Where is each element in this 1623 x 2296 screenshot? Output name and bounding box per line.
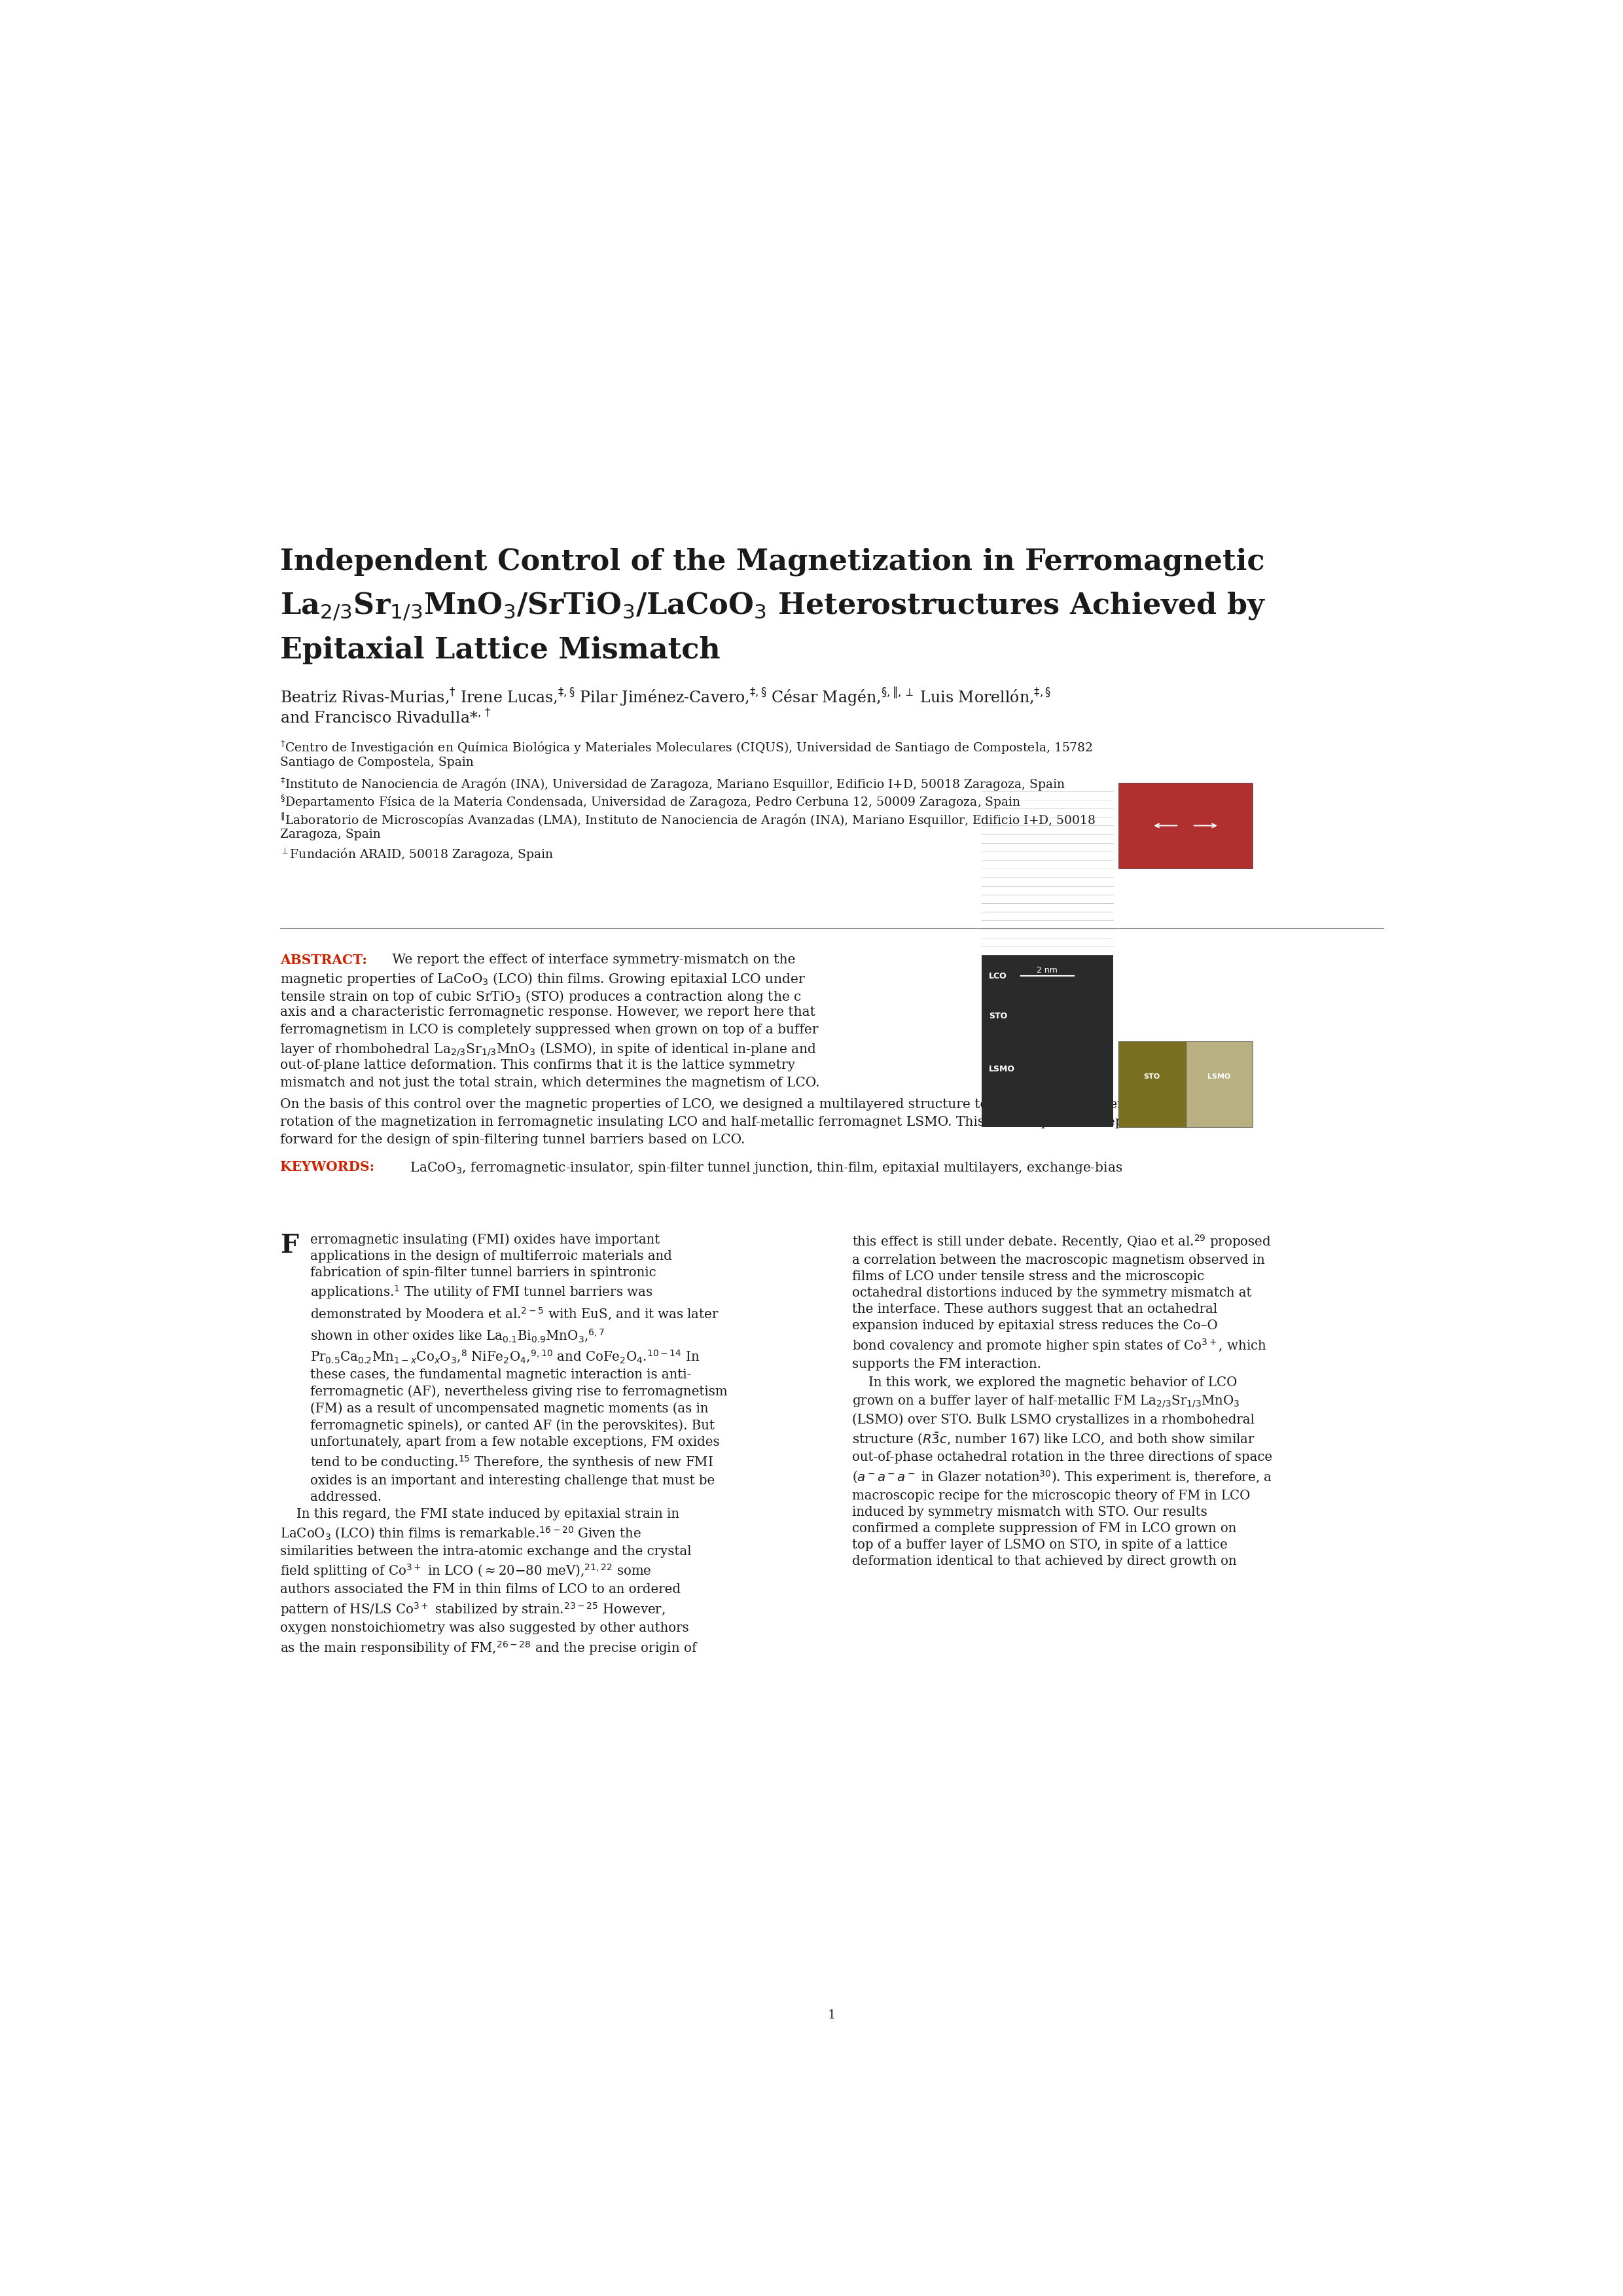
Text: rotation of the magnetization in ferromagnetic insulating LCO and half-metallic : rotation of the magnetization in ferroma… (281, 1116, 1123, 1130)
Text: ABSTRACT:: ABSTRACT: (281, 953, 367, 967)
Text: LCO: LCO (988, 971, 1008, 980)
Text: F: F (281, 1233, 299, 1258)
Text: forward for the design of spin-filtering tunnel barriers based on LCO.: forward for the design of spin-filtering… (281, 1134, 745, 1146)
Text: LSMO: LSMO (1208, 1075, 1230, 1079)
Text: Zaragoza, Spain: Zaragoza, Spain (281, 829, 380, 840)
Bar (1118, 1040, 1185, 1127)
Text: Santiago de Compostela, Spain: Santiago de Compostela, Spain (281, 758, 474, 769)
Text: this effect is still under debate. Recently, Qiao et al.$^{29}$ proposed
a corre: this effect is still under debate. Recen… (852, 1233, 1271, 1371)
Text: STO: STO (988, 1013, 1008, 1022)
Text: Independent Control of the Magnetization in Ferromagnetic: Independent Control of the Magnetization… (281, 549, 1264, 576)
Text: and Francisco Rivadulla*$^{,\dagger}$: and Francisco Rivadulla*$^{,\dagger}$ (281, 709, 492, 728)
Text: $^{\ddagger}$Instituto de Nanociencia de Aragón (INA), Universidad de Zaragoza, : $^{\ddagger}$Instituto de Nanociencia de… (281, 776, 1065, 792)
Text: out-of-plane lattice deformation. This confirms that it is the lattice symmetry: out-of-plane lattice deformation. This c… (281, 1058, 795, 1072)
Text: In this regard, the FMI state induced by epitaxial strain in
LaCoO$_3$ (LCO) thi: In this regard, the FMI state induced by… (281, 1508, 698, 1658)
Text: erromagnetic insulating (FMI) oxides have important
applications in the design o: erromagnetic insulating (FMI) oxides hav… (310, 1233, 727, 1504)
Bar (982, 955, 1113, 1127)
Text: tensile strain on top of cubic SrTiO$_3$ (STO) produces a contraction along the : tensile strain on top of cubic SrTiO$_3$… (281, 990, 802, 1003)
Text: 1: 1 (828, 2009, 836, 2020)
Bar (1118, 783, 1253, 868)
Text: La$_{2/3}$Sr$_{1/3}$MnO$_3$/SrTiO$_3$/LaCoO$_3$ Heterostructures Achieved by: La$_{2/3}$Sr$_{1/3}$MnO$_3$/SrTiO$_3$/La… (281, 590, 1266, 622)
Text: Epitaxial Lattice Mismatch: Epitaxial Lattice Mismatch (281, 636, 721, 664)
Text: magnetic properties of LaCoO$_3$ (LCO) thin films. Growing epitaxial LCO under: magnetic properties of LaCoO$_3$ (LCO) t… (281, 971, 805, 987)
Text: STO: STO (1144, 1075, 1160, 1079)
Text: Beatriz Rivas-Murias,$^{\dagger}$ Irene Lucas,$^{\ddagger,\S}$ Pilar Jiménez-Cav: Beatriz Rivas-Murias,$^{\dagger}$ Irene … (281, 687, 1052, 707)
Text: axis and a characteristic ferromagnetic response. However, we report here that: axis and a characteristic ferromagnetic … (281, 1006, 815, 1019)
Text: ferromagnetism in LCO is completely suppressed when grown on top of a buffer: ferromagnetism in LCO is completely supp… (281, 1024, 818, 1035)
Text: $^{\|}$Laboratorio de Microscopías Avanzadas (LMA), Instituto de Nanociencia de : $^{\|}$Laboratorio de Microscopías Avanz… (281, 810, 1096, 829)
Text: $^{\perp}$Fundación ARAID, 50018 Zaragoza, Spain: $^{\perp}$Fundación ARAID, 50018 Zaragoz… (281, 847, 553, 863)
Text: In this work, we explored the magnetic behavior of LCO
grown on a buffer layer o: In this work, we explored the magnetic b… (852, 1378, 1272, 1568)
Text: LSMO: LSMO (988, 1065, 1014, 1075)
Text: LaCoO$_3$, ferromagnetic-insulator, spin-filter tunnel junction, thin-film, epit: LaCoO$_3$, ferromagnetic-insulator, spin… (403, 1159, 1123, 1176)
Text: We report the effect of interface symmetry-mismatch on the: We report the effect of interface symmet… (388, 953, 795, 967)
Text: On the basis of this control over the magnetic properties of LCO, we designed a : On the basis of this control over the ma… (281, 1097, 1131, 1111)
Text: mismatch and not just the total strain, which determines the magnetism of LCO.: mismatch and not just the total strain, … (281, 1077, 820, 1088)
Text: LCO: LCO (1178, 978, 1193, 985)
Bar (1185, 1040, 1253, 1127)
Text: $^{\S}$Departamento Física de la Materia Condensada, Universidad de Zaragoza, Pe: $^{\S}$Departamento Física de la Materia… (281, 794, 1021, 810)
Text: $^{\dagger}$Centro de Investigación en Química Biológica y Materiales Moleculare: $^{\dagger}$Centro de Investigación en Q… (281, 739, 1092, 755)
Text: 2 nm: 2 nm (1037, 967, 1058, 974)
Text: layer of rhombohedral La$_{2/3}$Sr$_{1/3}$MnO$_3$ (LSMO), in spite of identical : layer of rhombohedral La$_{2/3}$Sr$_{1/3… (281, 1042, 816, 1058)
Text: KEYWORDS:: KEYWORDS: (281, 1159, 375, 1173)
